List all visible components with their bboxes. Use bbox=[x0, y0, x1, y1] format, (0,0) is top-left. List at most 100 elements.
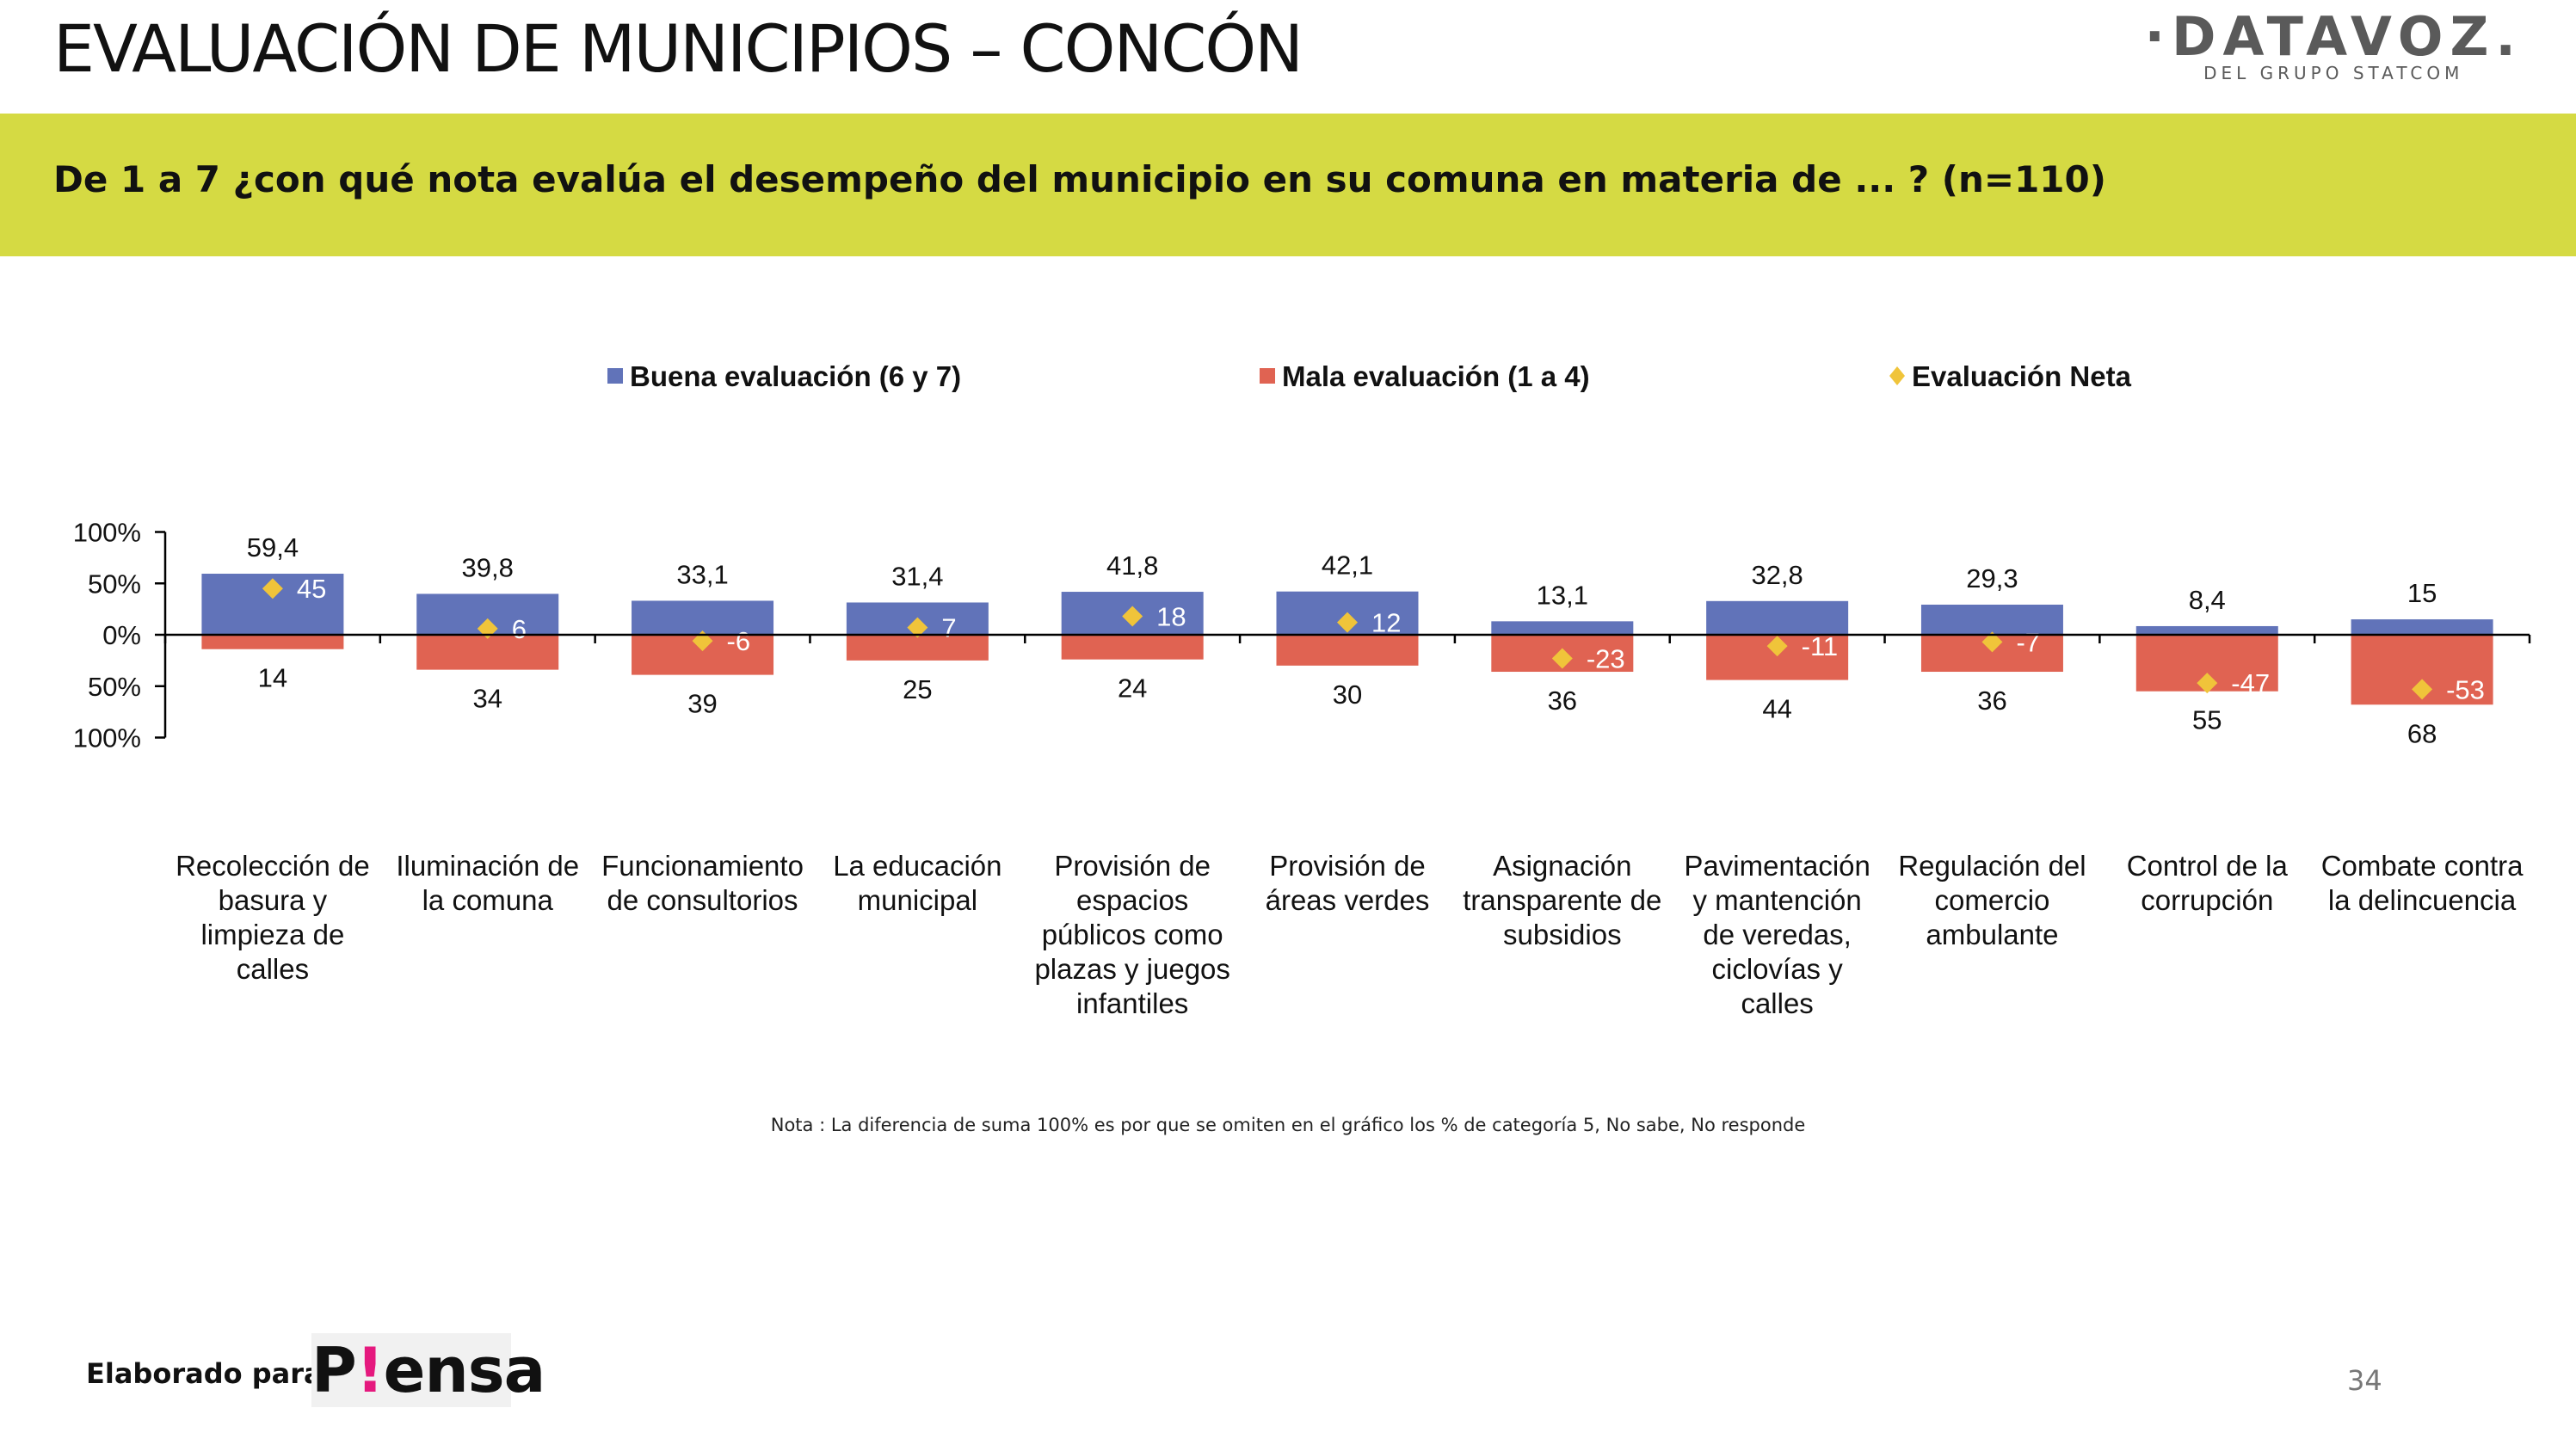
data-label-net: 7 bbox=[941, 613, 956, 643]
legend-swatch-0 bbox=[607, 368, 623, 384]
category-label: limpieza de bbox=[200, 919, 344, 950]
data-label-bad: 24 bbox=[1118, 673, 1147, 704]
data-label-good: 33,1 bbox=[676, 559, 728, 589]
net-marker bbox=[2412, 679, 2433, 700]
category-label: Funcionamiento bbox=[601, 850, 804, 882]
category-label: Regulación del bbox=[1898, 850, 2086, 882]
page-title: EVALUACIÓN DE MUNICIPIOS – CONCÓN bbox=[53, 10, 1303, 87]
page-number: 34 bbox=[2347, 1364, 2382, 1397]
category-label: basura y bbox=[219, 884, 328, 916]
bar-good bbox=[1491, 621, 1634, 635]
bar-good bbox=[1920, 604, 2063, 635]
category-label: ambulante bbox=[1926, 919, 2058, 950]
category-label: Provisión de bbox=[1269, 850, 1426, 882]
data-label-good: 31,4 bbox=[891, 561, 943, 591]
data-label-good: 8,4 bbox=[2189, 585, 2226, 615]
category-label: subsidios bbox=[1503, 919, 1622, 950]
category-label: La educación bbox=[833, 850, 1001, 882]
net-marker bbox=[1337, 612, 1358, 633]
data-label-good: 42,1 bbox=[1322, 550, 1373, 581]
data-label-net: 12 bbox=[1371, 608, 1401, 638]
category-label: Combate contra bbox=[2321, 850, 2524, 882]
category-label: Recolección de bbox=[176, 850, 370, 882]
category-label: infantiles bbox=[1076, 987, 1188, 1019]
category-label: Control de la bbox=[2127, 850, 2289, 882]
data-label-bad: 36 bbox=[1548, 686, 1577, 716]
net-marker bbox=[262, 578, 283, 600]
bar-bad bbox=[201, 635, 344, 649]
data-label-net: 45 bbox=[297, 574, 326, 604]
prepared-for-label: Elaborado para: bbox=[86, 1357, 334, 1390]
data-label-good: 59,4 bbox=[247, 532, 299, 563]
y-tick-label: 50% bbox=[88, 569, 141, 599]
category-label: espacios bbox=[1076, 884, 1188, 916]
legend-label-2: Evaluación Neta bbox=[1912, 360, 2132, 392]
category-label: Pavimentación bbox=[1684, 850, 1870, 882]
bar-good bbox=[2351, 619, 2493, 635]
category-label: Provisión de bbox=[1054, 850, 1211, 882]
data-label-bad: 25 bbox=[903, 674, 932, 704]
category-label: comercio bbox=[1935, 884, 2050, 916]
data-label-net: -47 bbox=[2231, 668, 2270, 698]
data-label-good: 15 bbox=[2407, 578, 2437, 608]
data-label-good: 32,8 bbox=[1751, 560, 1803, 590]
net-marker bbox=[1766, 636, 1788, 657]
data-label-bad: 34 bbox=[472, 684, 502, 714]
data-label-bad: 39 bbox=[687, 689, 717, 719]
category-label: Iluminación de bbox=[396, 850, 579, 882]
y-tick-label: 0% bbox=[102, 620, 141, 650]
category-label: áreas verdes bbox=[1266, 884, 1430, 916]
net-marker bbox=[1122, 606, 1143, 627]
data-label-bad: 68 bbox=[2407, 718, 2437, 748]
category-label: y mantención bbox=[1692, 884, 1861, 916]
category-label: Asignación bbox=[1493, 850, 1631, 882]
y-tick-label: 50% bbox=[88, 672, 141, 702]
legend-label-1: Mala evaluación (1 a 4) bbox=[1282, 360, 1590, 392]
category-label: calles bbox=[1741, 987, 1813, 1019]
category-label: calles bbox=[237, 953, 309, 985]
data-label-bad: 55 bbox=[2192, 705, 2222, 735]
data-label-net: -23 bbox=[1587, 643, 1625, 673]
net-marker bbox=[1981, 631, 2003, 653]
net-marker bbox=[2197, 673, 2218, 694]
evaluation-chart: Buena evaluación (6 y 7) Mala evaluación … bbox=[73, 360, 2531, 1019]
bar-bad bbox=[1061, 635, 1204, 660]
category-label: de consultorios bbox=[607, 884, 798, 916]
data-label-net: 6 bbox=[512, 614, 527, 644]
data-label-good: 29,3 bbox=[1966, 563, 2018, 593]
data-label-good: 13,1 bbox=[1537, 580, 1588, 610]
bar-bad bbox=[416, 635, 559, 670]
question-band bbox=[0, 114, 2576, 256]
data-label-net: 18 bbox=[1156, 601, 1186, 631]
y-tick-label: 100% bbox=[73, 518, 141, 548]
legend-label-0: Buena evaluación (6 y 7) bbox=[630, 360, 961, 392]
data-label-net: -6 bbox=[727, 626, 751, 656]
net-marker bbox=[907, 617, 928, 638]
category-label: municipal bbox=[858, 884, 977, 916]
category-label: transparente de bbox=[1463, 884, 1661, 916]
category-label: la delincuencia bbox=[2328, 884, 2517, 916]
piensa-logo: P!ensa bbox=[311, 1333, 545, 1407]
logo-wordmark: ·DATAVOZ. bbox=[2144, 5, 2523, 68]
bar-bad bbox=[846, 635, 989, 661]
bar-bad bbox=[1276, 635, 1419, 666]
logo-tagline: DEL GRUPO STATCOM bbox=[2203, 63, 2464, 83]
data-label-bad: 30 bbox=[1333, 679, 1362, 710]
bar-good bbox=[1706, 600, 1849, 635]
category-label: de veredas, bbox=[1703, 919, 1851, 950]
category-label: corrupción bbox=[2141, 884, 2273, 916]
chart-note: Nota : La diferencia de suma 100% es por… bbox=[770, 1115, 1806, 1135]
category-label: plazas y juegos bbox=[1034, 953, 1229, 985]
legend-swatch-2 bbox=[1889, 366, 1905, 385]
data-label-net: -53 bbox=[2446, 674, 2485, 704]
survey-question: De 1 a 7 ¿con qué nota evalúa el desempe… bbox=[53, 158, 2106, 200]
data-label-bad: 44 bbox=[1762, 694, 1791, 724]
net-marker bbox=[1551, 648, 1573, 669]
data-label-net: -7 bbox=[2016, 627, 2040, 657]
data-label-good: 41,8 bbox=[1106, 550, 1158, 581]
category-label: ciclovías y bbox=[1712, 953, 1844, 985]
data-label-good: 39,8 bbox=[462, 552, 514, 582]
datavoz-logo: ·DATAVOZ. DEL GRUPO STATCOM bbox=[2144, 5, 2523, 83]
bar-good bbox=[2135, 625, 2278, 635]
data-label-bad: 14 bbox=[258, 663, 287, 693]
